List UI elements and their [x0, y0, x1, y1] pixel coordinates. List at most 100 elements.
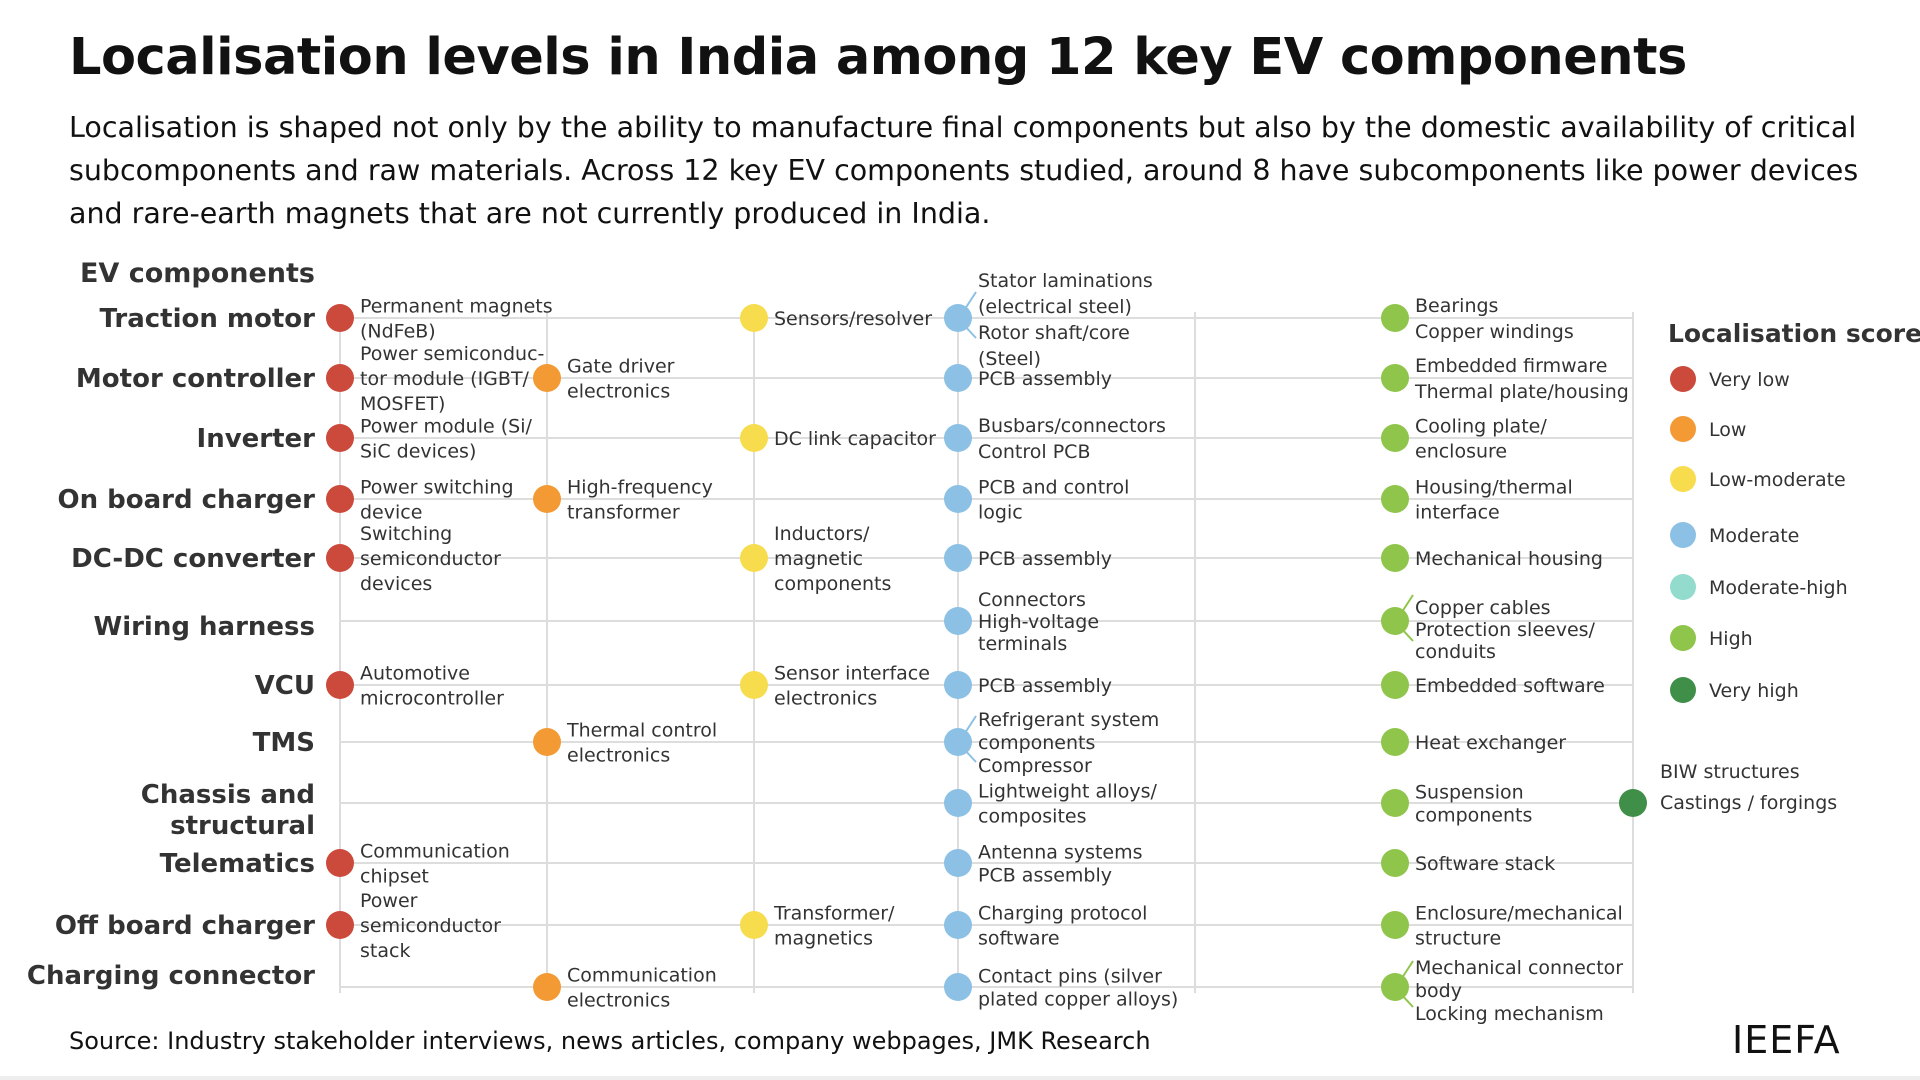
dot-motor-controller-moderate: [944, 364, 972, 392]
label-traction-motor-moderate: Stator laminations (electrical steel) Roto…: [978, 270, 1153, 370]
label-traction-motor-high: Bearings Copper windings: [1415, 295, 1574, 343]
label-traction-motor-very-low: Permanent magnets (NdFeB): [360, 296, 553, 343]
dot-dc-dc-converter-low-moderate: [740, 544, 768, 572]
legend-label-very-low: Very low: [1709, 369, 1790, 391]
dot-on-board-charger-moderate: [944, 485, 972, 513]
row-label-charging-connector: Charging connector: [27, 961, 315, 991]
dot-on-board-charger-very-low: [326, 485, 354, 513]
dot-traction-motor-low-moderate: [740, 304, 768, 332]
legend-label-low-moderate: Low-moderate: [1709, 469, 1846, 491]
dot-traction-motor-high: [1381, 304, 1409, 332]
label-vcu-low-moderate: Sensor interface electronics: [774, 663, 930, 710]
dot-telematics-high: [1381, 849, 1409, 877]
label-dc-dc-converter-moderate: PCB assembly: [978, 548, 1112, 570]
label-on-board-charger-high: Housing/thermal interface: [1415, 477, 1573, 524]
label-dc-dc-converter-very-low: Switching semiconductor devices: [360, 523, 501, 595]
label-chassis-and-structural-moderate: Lightweight alloys/composites: [978, 781, 1157, 828]
row-label-tms: TMS: [253, 728, 315, 758]
chart-subtitle: Localisation is shaped not only by the a…: [69, 111, 1859, 230]
dot-wiring-harness-moderate: [944, 607, 972, 635]
label-charging-connector-high: Mechanical connector body Locking mechanis…: [1415, 957, 1623, 1025]
dot-dc-dc-converter-high: [1381, 544, 1409, 572]
dot-vcu-high: [1381, 671, 1409, 699]
dot-tms-low: [533, 728, 561, 756]
dot-tms-high: [1381, 728, 1409, 756]
legend-swatch-very-low: [1670, 366, 1696, 392]
dot-dc-dc-converter-moderate: [944, 544, 972, 572]
dot-tms-moderate: [944, 728, 972, 756]
label-motor-controller-high: Embedded firmware Thermal plate/housing: [1414, 355, 1629, 403]
label-charging-connector-low: Communication electronics: [567, 965, 717, 1012]
label-off-board-charger-moderate: Charging protocol software: [978, 903, 1147, 950]
label-wiring-harness-high: Copper cables Protection sleeves/conduits: [1415, 597, 1596, 663]
rows-header: EV components: [80, 258, 315, 289]
chart-title: Localisation levels in India among 12 ke…: [69, 28, 1687, 87]
source-note: Source: Industry stakeholder interviews,…: [69, 1027, 1151, 1055]
label-inverter-low-moderate: DC link capacitor: [774, 428, 936, 450]
label-chassis-and-structural-high: Suspension components: [1415, 782, 1532, 827]
legend-swatch-moderate-high: [1670, 574, 1696, 600]
dot-on-board-charger-high: [1381, 485, 1409, 513]
label-traction-motor-low-moderate: Sensors/resolver: [774, 308, 932, 330]
legend-label-high: High: [1709, 628, 1753, 650]
label-telematics-high: Software stack: [1415, 853, 1555, 875]
dot-inverter-low-moderate: [740, 424, 768, 452]
dot-motor-controller-high: [1381, 364, 1409, 392]
dot-motor-controller-low: [533, 364, 561, 392]
label-dc-dc-converter-low-moderate: Inductors/magnetic components: [774, 523, 891, 595]
dot-dc-dc-converter-very-low: [326, 544, 354, 572]
legend-label-moderate: Moderate: [1709, 525, 1799, 547]
label-on-board-charger-low: High-frequency transformer: [567, 477, 713, 524]
row-label-vcu: VCU: [255, 671, 315, 701]
dot-off-board-charger-moderate: [944, 911, 972, 939]
label-dc-dc-converter-high: Mechanical housing: [1415, 548, 1603, 570]
label-on-board-charger-very-low: Power switching device: [360, 477, 514, 524]
legend-swatch-high: [1670, 625, 1696, 651]
legend-swatch-very-high: [1670, 677, 1696, 703]
dot-inverter-high: [1381, 424, 1409, 452]
dot-motor-controller-very-low: [326, 364, 354, 392]
chart-grid: [339, 312, 1634, 993]
row-label-motor-controller: Motor controller: [76, 364, 315, 394]
dot-traction-motor-moderate: [944, 304, 972, 332]
ieefa-logo: IEEFA: [1732, 1018, 1841, 1062]
dot-off-board-charger-low-moderate: [740, 911, 768, 939]
dot-telematics-moderate: [944, 849, 972, 877]
dot-off-board-charger-very-low: [326, 911, 354, 939]
label-vcu-high: Embedded software: [1415, 675, 1605, 697]
label-inverter-moderate: Busbars/connectors Control PCB: [978, 415, 1166, 463]
label-tms-low: Thermal control electronics: [566, 720, 717, 767]
label-on-board-charger-moderate: PCB and control logic: [978, 477, 1129, 524]
row-label-inverter: Inverter: [197, 424, 316, 454]
dot-charging-connector-low: [533, 973, 561, 1001]
row-label-dc-dc-converter: DC-DC converter: [71, 544, 315, 574]
label-motor-controller-moderate: PCB assembly: [978, 368, 1112, 390]
bottom-rule: [0, 1076, 1920, 1080]
label-inverter-very-low: Power module (Si/SiC devices): [360, 416, 532, 463]
label-charging-connector-moderate: Contact pins (silver plated copper alloys…: [978, 966, 1178, 1011]
label-off-board-charger-low-moderate: Transformer/magnetics: [773, 903, 895, 950]
label-motor-controller-low: Gate driver electronics: [567, 356, 675, 403]
label-vcu-very-low: Automotive microcontroller: [360, 663, 504, 710]
legend-swatch-low-moderate: [1670, 466, 1696, 492]
legend-label-low: Low: [1709, 419, 1746, 441]
row-label-wiring-harness: Wiring harness: [94, 612, 315, 642]
label-tms-moderate: Refrigerant system components Compressor: [978, 709, 1159, 777]
label-inverter-high: Cooling plate/enclosure: [1415, 416, 1547, 463]
component-labels: Permanent magnets (NdFeB) Sensors/resolver…: [360, 270, 1837, 1025]
dot-chassis-and-structural-high: [1381, 789, 1409, 817]
label-off-board-charger-high: Enclosure/mechanical structure: [1415, 903, 1623, 950]
dot-on-board-charger-low: [533, 485, 561, 513]
legend-swatch-low: [1670, 416, 1696, 442]
dot-vcu-very-low: [326, 671, 354, 699]
legend: Localisation score Very low Low Low-moderat…: [1668, 319, 1920, 703]
dot-inverter-very-low: [326, 424, 354, 452]
label-telematics-very-low: Communication chipset: [360, 841, 510, 888]
row-label-telematics: Telematics: [160, 849, 315, 879]
dot-inverter-moderate: [944, 424, 972, 452]
score-dots: [326, 304, 1647, 1001]
dot-chassis-and-structural-moderate: [944, 789, 972, 817]
row-label-traction-motor: Traction motor: [100, 304, 316, 334]
dot-traction-motor-very-low: [326, 304, 354, 332]
label-tms-high: Heat exchanger: [1415, 732, 1566, 754]
